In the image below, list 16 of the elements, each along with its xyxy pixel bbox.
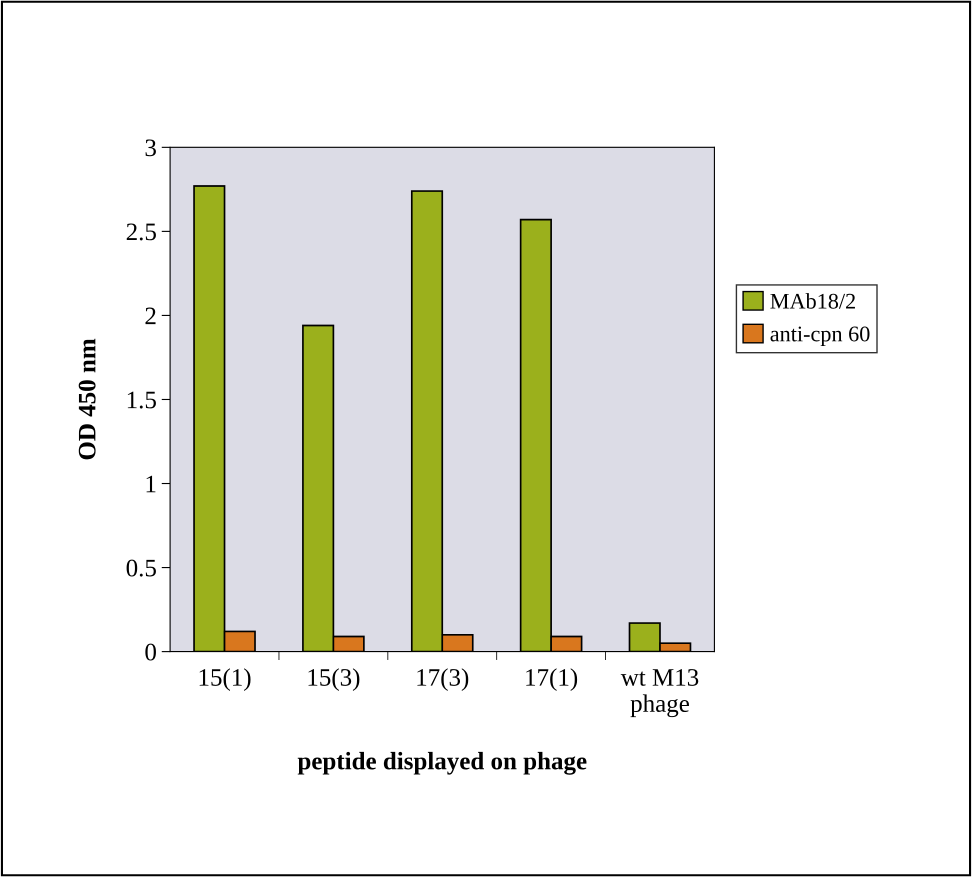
legend-label: anti-cpn 60 xyxy=(770,326,870,346)
y-tick-label: 1 xyxy=(146,476,156,492)
x-tick-label: wt M13 phage xyxy=(620,669,698,718)
y-tick-label: 3 xyxy=(146,139,156,156)
y-tick-label: 0.5 xyxy=(126,560,156,577)
legend-label: MAb18/2 xyxy=(770,293,855,309)
x-axis-title: peptide displayed on phage xyxy=(298,752,586,775)
x-tick-label: 17(1) xyxy=(526,668,578,691)
y-tick-label: 0 xyxy=(145,644,156,661)
x-tick-label: 17(3) xyxy=(417,668,468,691)
x-tick-label: 15(3) xyxy=(308,668,360,691)
y-tick-label: 2.5 xyxy=(126,224,156,240)
y-tick-label: 2 xyxy=(146,308,156,324)
y-axis-title: OD 450 nm xyxy=(78,338,96,460)
x-tick-label: 15(1) xyxy=(200,668,251,691)
y-tick-label: 1.5 xyxy=(128,392,156,409)
